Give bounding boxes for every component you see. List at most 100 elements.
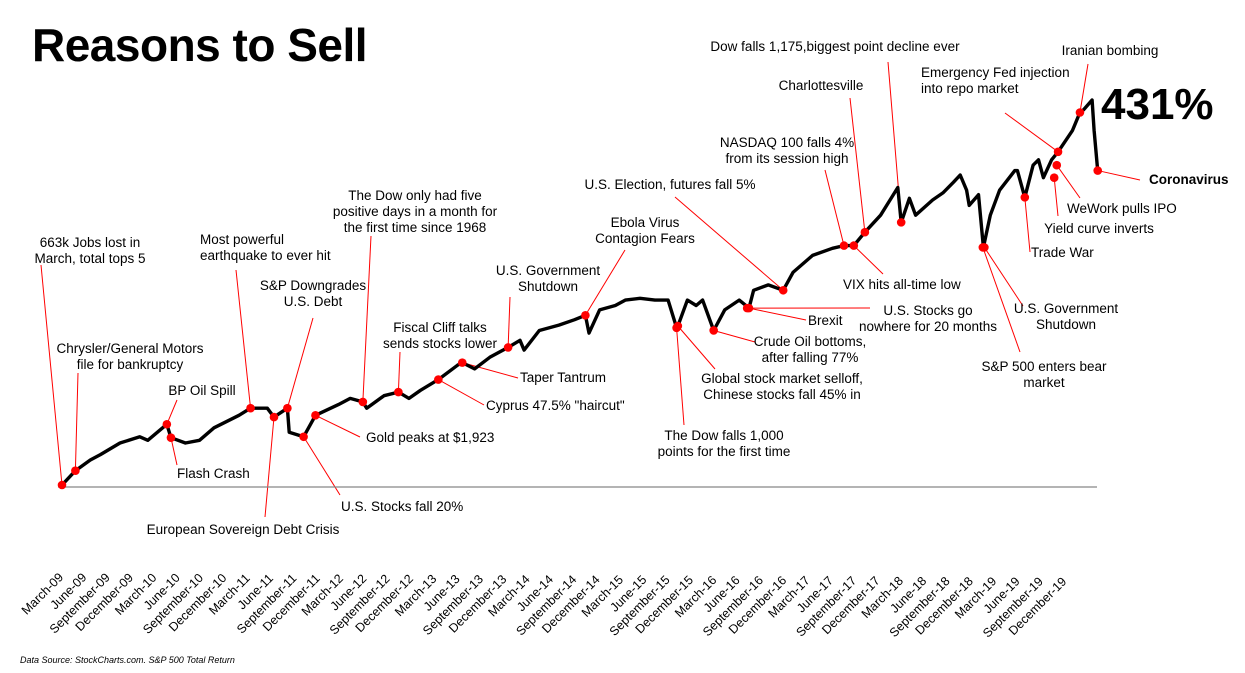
annotation-line: Coronavirus bbox=[1149, 172, 1229, 187]
annotation-line: Taper Tantrum bbox=[520, 370, 606, 385]
annotation-label: European Sovereign Debt Crisis bbox=[147, 522, 340, 537]
annotation-label: U.S. Stocks fall 20% bbox=[341, 499, 463, 514]
annotation-label: Global stock market selloff, Chinese stoc… bbox=[701, 371, 863, 402]
annotation-label: BP Oil Spill bbox=[168, 383, 235, 398]
annotation-line: Global stock market selloff, bbox=[701, 371, 863, 386]
annotation-label: Fiscal Cliff talks sends stocks lower bbox=[383, 320, 498, 351]
annotation-line: Contagion Fears bbox=[595, 231, 695, 246]
annotation-label: S&P 500 enters bear market bbox=[981, 359, 1107, 390]
annotation-leader-line bbox=[674, 196, 784, 291]
annotation-line: Charlottesville bbox=[779, 78, 864, 93]
annotation-leader-line bbox=[170, 437, 178, 466]
annotation-line: positive days in a month for bbox=[333, 204, 498, 219]
annotation-leader-line bbox=[507, 296, 511, 348]
annotation-leader-line bbox=[462, 362, 519, 379]
annotation-labels: 663k Jobs lost in March, total tops 5 Chry… bbox=[34, 39, 1228, 537]
event-marker bbox=[1093, 166, 1103, 175]
annotation-label: U.S. Government Shutdown bbox=[1014, 301, 1119, 332]
annotation-line: after falling 77% bbox=[762, 350, 859, 365]
event-marker bbox=[269, 412, 279, 422]
annotation-leader-line bbox=[438, 379, 485, 406]
annotation-line: Flash Crash bbox=[177, 466, 250, 481]
annotation-label: Charlottesville bbox=[779, 78, 864, 93]
annotation-label: Ebola Virus Contagion Fears bbox=[595, 215, 695, 246]
annotation-line: Chinese stocks fall 45% in bbox=[703, 387, 861, 402]
annotation-leader-line bbox=[166, 399, 178, 425]
annotation-leader-line bbox=[1024, 197, 1031, 253]
chart-title: Reasons to Sell bbox=[32, 19, 368, 71]
annotation-line: Trade War bbox=[1031, 245, 1094, 260]
event-marker bbox=[673, 321, 683, 331]
annotation-line: European Sovereign Debt Crisis bbox=[147, 522, 340, 537]
annotation-leader-line bbox=[676, 327, 685, 426]
annotation-label: VIX hits all-time low bbox=[843, 277, 961, 292]
annotation-line: market bbox=[1023, 375, 1065, 390]
annotation-line: Shutdown bbox=[1036, 317, 1096, 332]
annotation-line: Most powerful bbox=[200, 232, 284, 247]
annotation-label: Dow falls 1,175,biggest point decline ev… bbox=[710, 39, 960, 54]
annotation-line: U.S. Stocks fall 20% bbox=[341, 499, 463, 514]
event-marker bbox=[839, 241, 849, 250]
annotation-line: U.S. Debt bbox=[284, 294, 343, 309]
annotation-label: Crude Oil bottoms, after falling 77% bbox=[754, 334, 867, 365]
event-marker bbox=[457, 358, 467, 367]
annotation-label: Trade War bbox=[1031, 245, 1094, 260]
annotation-label: The Dow only had five positive days in a … bbox=[333, 188, 498, 235]
annotation-line: 663k Jobs lost in bbox=[40, 235, 141, 250]
event-marker bbox=[162, 419, 172, 429]
annotation-line: Gold peaks at $1,923 bbox=[366, 430, 494, 445]
event-marker bbox=[980, 243, 989, 252]
annotation-leader-line bbox=[748, 307, 807, 321]
annotation-line: Shutdown bbox=[518, 279, 578, 294]
annotation-leader-line bbox=[677, 325, 716, 370]
annotation-label: Most powerful earthquake to ever hit bbox=[200, 232, 331, 263]
annotation-line: March, total tops 5 bbox=[34, 251, 145, 266]
event-marker bbox=[1053, 147, 1063, 157]
event-marker bbox=[299, 432, 308, 442]
annotation-label: U.S. Election, futures fall 5% bbox=[584, 177, 755, 192]
annotation-line: sends stocks lower bbox=[383, 336, 498, 351]
event-marker bbox=[311, 411, 320, 420]
series-line bbox=[60, 98, 1100, 487]
annotation-label: WeWork pulls IPO bbox=[1067, 201, 1177, 216]
annotation-line: The Dow only had five bbox=[348, 188, 482, 203]
annotation-line: Crude Oil bottoms, bbox=[754, 334, 867, 349]
event-marker bbox=[71, 466, 80, 476]
event-marker bbox=[358, 397, 368, 407]
annotation-label: Brexit bbox=[808, 313, 843, 328]
event-marker bbox=[581, 310, 590, 320]
annotation-leader-line bbox=[853, 245, 884, 275]
annotation-leader-line bbox=[315, 414, 361, 438]
annotation-line: BP Oil Spill bbox=[168, 383, 235, 398]
event-marker bbox=[434, 375, 443, 384]
annotation-leader-line bbox=[303, 436, 341, 496]
event-marker bbox=[1049, 173, 1059, 183]
annotation-leader-line bbox=[849, 97, 866, 233]
annotation-line: Yield curve inverts bbox=[1044, 221, 1154, 236]
annotation-label: Flash Crash bbox=[177, 466, 250, 481]
annotation-label: S&P Downgrades U.S. Debt bbox=[260, 278, 367, 309]
event-marker bbox=[394, 387, 403, 397]
annotation-leader-line bbox=[1056, 164, 1081, 199]
annotation-line: Cyprus 47.5% "haircut" bbox=[486, 398, 625, 413]
event-marker bbox=[778, 285, 788, 295]
annotation-label: Emergency Fed injection into repo market bbox=[921, 65, 1070, 96]
annotation-line: Emergency Fed injection bbox=[921, 65, 1070, 80]
annotation-leader-line bbox=[824, 169, 845, 246]
total-return-label: 431% bbox=[1101, 80, 1214, 129]
event-marker bbox=[246, 403, 255, 413]
event-marker bbox=[57, 480, 67, 490]
annotation-line: nowhere for 20 months bbox=[859, 319, 997, 334]
annotation-line: S&P 500 enters bear bbox=[981, 359, 1107, 374]
annotation-leaders bbox=[40, 61, 1141, 518]
annotation-markers bbox=[57, 108, 1103, 490]
annotation-line: The Dow falls 1,000 bbox=[664, 428, 783, 443]
data-source-note: Data Source: StockCharts.com. S&P 500 To… bbox=[20, 655, 235, 665]
annotation-line: VIX hits all-time low bbox=[843, 277, 961, 292]
event-marker bbox=[166, 433, 176, 442]
annotation-line: U.S. Government bbox=[1014, 301, 1119, 316]
annotation-line: Dow falls 1,175,biggest point decline ev… bbox=[710, 39, 960, 54]
annotation-leader-line bbox=[264, 417, 275, 518]
event-marker bbox=[896, 218, 906, 227]
annotation-label: Iranian bombing bbox=[1062, 43, 1159, 58]
